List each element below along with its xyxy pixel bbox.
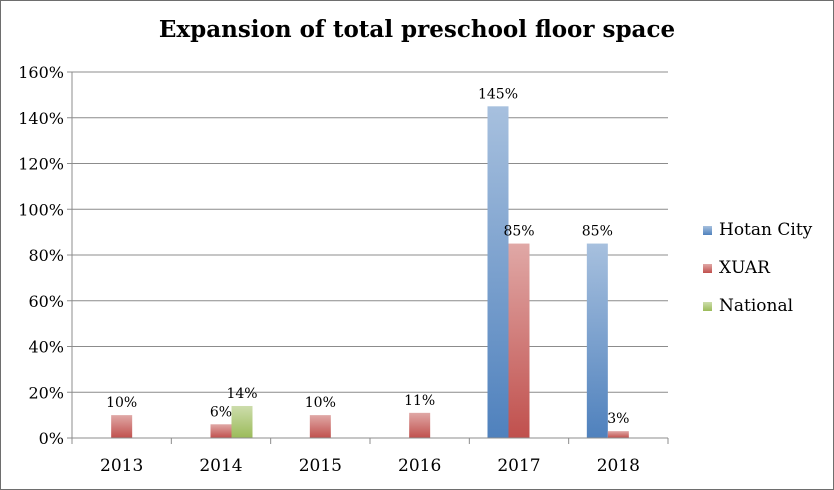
data-label-xuar-2013: 10% — [106, 395, 137, 411]
y-tick-label: 160% — [18, 63, 64, 82]
data-labels: 10% 6% 14% 10% 11% 145% 85% 85% 3% — [106, 86, 629, 427]
data-label-hotan-city-2017: 145% — [478, 86, 518, 102]
bar-hotan-city-2018 — [586, 243, 608, 438]
legend-label: XUAR — [719, 258, 770, 278]
y-tick-label: 20% — [28, 383, 64, 402]
y-tick-label: 140% — [18, 109, 64, 128]
bar-xuar-2013 — [111, 415, 133, 438]
data-label-xuar-2014: 6% — [210, 404, 232, 420]
bar-xuar-2015 — [309, 415, 331, 438]
data-label-hotan-city-2018: 85% — [582, 224, 613, 240]
y-axis-ticks: 0% 20% 40% 60% 80% 100% 120% 140% 160% — [18, 63, 72, 448]
legend-label: National — [719, 296, 794, 316]
bar-hotan-city-2017 — [487, 106, 509, 438]
bar-xuar-2014 — [210, 424, 232, 438]
bar-national-2014 — [231, 405, 253, 438]
legend-item-national: National — [703, 296, 793, 316]
x-tick-label: 2016 — [398, 456, 441, 476]
bars — [111, 106, 629, 438]
legend-item-xuar: XUAR — [703, 258, 770, 278]
legend-swatch — [703, 263, 712, 273]
y-tick-label: 0% — [39, 429, 64, 448]
gridlines — [72, 71, 668, 393]
legend-swatch — [703, 225, 712, 235]
legend-item-hotan-city: Hotan City — [703, 220, 812, 240]
bar-xuar-2017 — [508, 243, 530, 438]
x-tick-label: 2017 — [497, 456, 540, 476]
y-tick-label: 80% — [28, 246, 64, 265]
data-label-xuar-2016: 11% — [404, 393, 435, 409]
x-tick-label: 2013 — [100, 456, 143, 476]
legend-swatch — [703, 301, 712, 311]
x-tick-label: 2014 — [199, 456, 242, 476]
x-tick-label: 2018 — [597, 456, 640, 476]
data-label-xuar-2017: 85% — [503, 224, 534, 240]
x-axis-ticks: 2013 2014 2015 2016 2017 2018 — [71, 438, 669, 476]
y-tick-label: 120% — [18, 155, 64, 174]
data-label-xuar-2018: 3% — [607, 411, 629, 427]
bar-xuar-2016 — [409, 412, 431, 438]
y-tick-label: 100% — [18, 200, 64, 219]
bar-xuar-2018 — [607, 431, 629, 438]
chart-title: Expansion of total preschool floor space — [158, 16, 676, 43]
x-tick-label: 2015 — [299, 456, 342, 476]
y-tick-label: 60% — [28, 292, 64, 311]
data-label-national-2014: 14% — [226, 386, 257, 402]
data-label-xuar-2015: 10% — [305, 395, 336, 411]
legend-label: Hotan City — [719, 220, 813, 240]
y-tick-label: 40% — [28, 338, 64, 357]
